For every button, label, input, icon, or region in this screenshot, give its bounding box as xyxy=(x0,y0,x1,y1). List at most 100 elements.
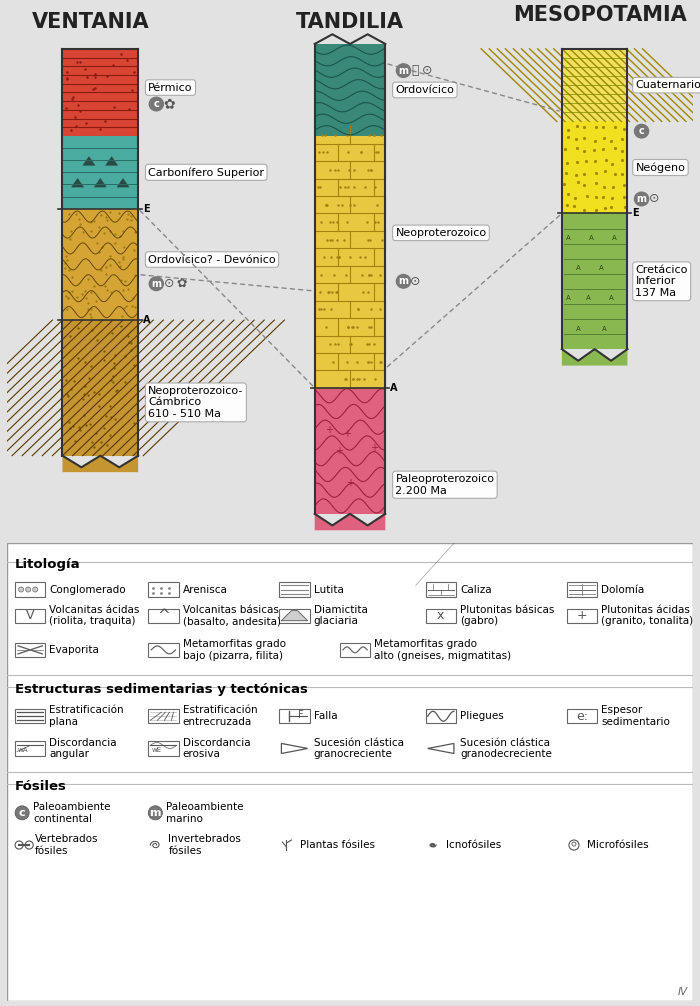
Text: ^: ^ xyxy=(157,609,169,623)
Text: wA: wA xyxy=(18,747,29,753)
Text: Fósiles: Fósiles xyxy=(15,780,67,793)
Polygon shape xyxy=(94,178,106,187)
Bar xyxy=(148,709,178,723)
Text: Microfósiles: Microfósiles xyxy=(587,840,649,850)
Text: Pliegues: Pliegues xyxy=(460,711,504,721)
Polygon shape xyxy=(562,349,627,365)
Bar xyxy=(340,643,370,657)
Bar xyxy=(62,320,138,456)
Bar xyxy=(562,122,627,213)
Bar xyxy=(148,609,178,623)
Circle shape xyxy=(396,275,410,288)
Text: Neógeno: Neógeno xyxy=(636,162,685,173)
Bar xyxy=(315,44,385,136)
Text: Diamictita
glaciaria: Diamictita glaciaria xyxy=(314,605,368,627)
Text: +: + xyxy=(343,429,351,439)
Text: A: A xyxy=(586,295,591,301)
Text: Metamorfitas grado
alto (gneises, migmatitas): Metamorfitas grado alto (gneises, migmat… xyxy=(374,639,511,661)
Text: TANDILIA: TANDILIA xyxy=(296,12,404,31)
Text: Plutonitas básicas
(gabro): Plutonitas básicas (gabro) xyxy=(460,605,554,627)
Text: A: A xyxy=(609,295,613,301)
Circle shape xyxy=(15,806,29,820)
Bar xyxy=(15,609,46,623)
Circle shape xyxy=(634,125,649,138)
Text: Estructuras sedimentarias y tectónicas: Estructuras sedimentarias y tectónicas xyxy=(15,683,308,696)
Text: m: m xyxy=(398,65,409,75)
Text: V: V xyxy=(26,610,34,622)
Text: +: + xyxy=(325,425,333,435)
Text: ⊙: ⊙ xyxy=(410,275,421,288)
Circle shape xyxy=(19,588,24,592)
Text: Arenisca: Arenisca xyxy=(183,584,228,595)
Text: ⊙: ⊙ xyxy=(421,64,432,77)
Text: Caliza: Caliza xyxy=(460,584,491,595)
Text: Paleoproterozoico
2.200 Ma: Paleoproterozoico 2.200 Ma xyxy=(395,474,494,496)
Text: Icnofósiles: Icnofósiles xyxy=(446,840,501,850)
Text: Espesor
sedimentario: Espesor sedimentario xyxy=(601,705,670,727)
Text: F: F xyxy=(298,710,303,720)
Text: ✿: ✿ xyxy=(176,278,187,290)
Bar xyxy=(562,213,627,349)
Text: A: A xyxy=(576,326,580,332)
Text: Pérmico: Pérmico xyxy=(148,82,193,93)
Text: Lutita: Lutita xyxy=(314,584,344,595)
Text: ✿: ✿ xyxy=(164,97,175,111)
Circle shape xyxy=(33,588,38,592)
Text: Litología: Litología xyxy=(15,558,80,571)
Text: A: A xyxy=(566,235,570,240)
Text: Neoproterozoico-
Cámbrico
610 - 510 Ma: Neoproterozoico- Cámbrico 610 - 510 Ma xyxy=(148,385,244,420)
Text: Volcanitas básicas
(basalto, andesita): Volcanitas básicas (basalto, andesita) xyxy=(183,605,281,627)
Bar xyxy=(279,582,309,597)
Text: A: A xyxy=(566,295,570,301)
Text: Dolomía: Dolomía xyxy=(601,584,645,595)
Text: A: A xyxy=(598,265,603,271)
Bar xyxy=(62,136,138,208)
Circle shape xyxy=(149,98,163,111)
Text: m: m xyxy=(150,808,161,818)
Bar xyxy=(279,609,309,623)
Text: Plantas fósiles: Plantas fósiles xyxy=(300,840,374,850)
Text: MESOPOTAMIA: MESOPOTAMIA xyxy=(513,5,687,25)
Bar xyxy=(148,582,178,597)
Text: IV: IV xyxy=(678,987,688,997)
Text: Cretácico
Inferior
137 Ma: Cretácico Inferior 137 Ma xyxy=(636,265,688,298)
Text: Evaporita: Evaporita xyxy=(50,645,99,655)
Polygon shape xyxy=(106,157,118,165)
Text: VENTANIA: VENTANIA xyxy=(32,12,149,31)
Text: A: A xyxy=(602,326,607,332)
Text: A: A xyxy=(612,235,617,240)
Bar xyxy=(62,49,138,136)
Polygon shape xyxy=(315,514,385,530)
Bar xyxy=(62,208,138,320)
Text: Conglomerado: Conglomerado xyxy=(50,584,126,595)
Bar xyxy=(148,643,178,657)
Text: Neoproterozoico: Neoproterozoico xyxy=(395,228,486,237)
Text: A: A xyxy=(589,235,594,240)
Text: Ordovícico? - Devónico: Ordovícico? - Devónico xyxy=(148,255,276,265)
Text: Estratificación
plana: Estratificación plana xyxy=(50,705,124,727)
Bar xyxy=(315,388,385,514)
Text: Metamorfitas grado
bajo (pizarra, filita): Metamorfitas grado bajo (pizarra, filita… xyxy=(183,639,286,661)
Circle shape xyxy=(148,806,162,820)
Text: ⊙: ⊙ xyxy=(648,192,659,205)
Text: c: c xyxy=(153,99,159,109)
Text: Paleoambiente
marino: Paleoambiente marino xyxy=(167,802,244,824)
Text: ⟡: ⟡ xyxy=(412,64,419,77)
Text: A: A xyxy=(576,265,580,271)
Text: m: m xyxy=(636,194,647,204)
Text: Discordancia
angular: Discordancia angular xyxy=(50,737,117,760)
Bar xyxy=(426,609,456,623)
Text: Estratificación
entrecruzada: Estratificación entrecruzada xyxy=(183,705,257,727)
Text: +: + xyxy=(346,478,354,488)
Text: Sucesión clástica
granodecreciente: Sucesión clástica granodecreciente xyxy=(460,737,552,760)
Circle shape xyxy=(26,588,31,592)
Text: Invertebrados
fósiles: Invertebrados fósiles xyxy=(169,834,241,856)
Circle shape xyxy=(634,192,649,206)
Bar xyxy=(15,582,46,597)
Circle shape xyxy=(396,63,410,77)
Text: m: m xyxy=(151,279,161,289)
Polygon shape xyxy=(83,157,95,165)
Text: Carbonífero Superior: Carbonífero Superior xyxy=(148,167,264,178)
Text: E: E xyxy=(144,203,150,213)
Bar xyxy=(315,136,385,388)
